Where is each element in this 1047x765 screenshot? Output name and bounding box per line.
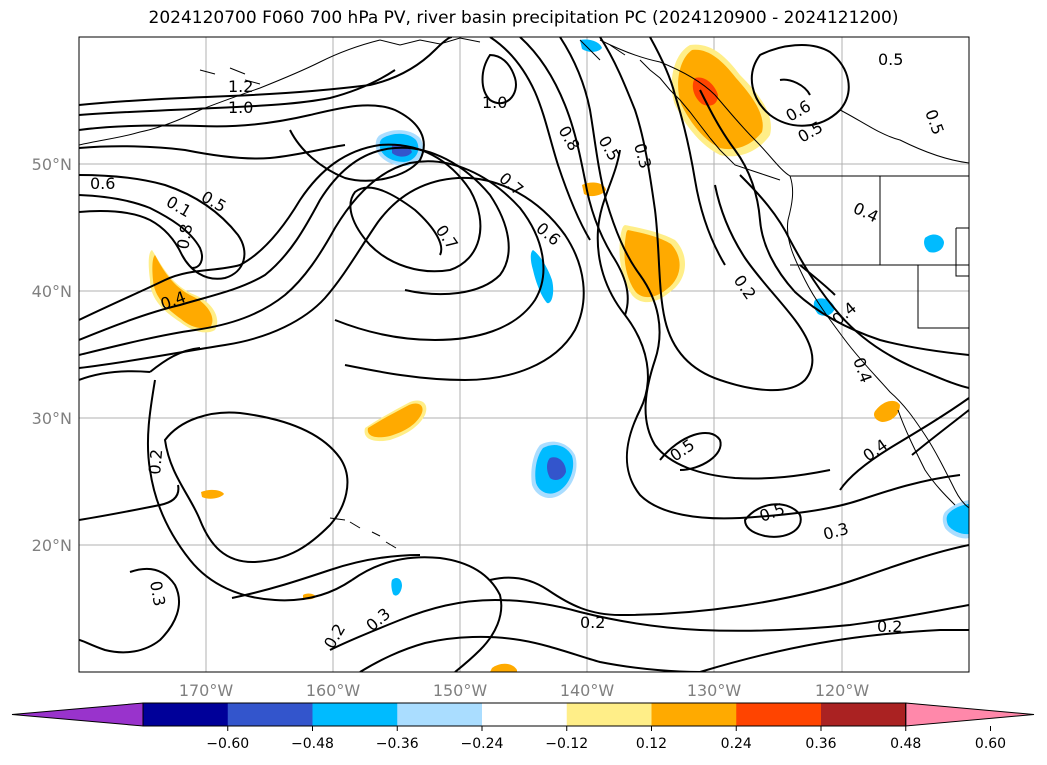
contour-label: 0.8 — [173, 222, 196, 250]
lat-label: 20°N — [32, 536, 72, 555]
contour-label: 0.5 — [878, 50, 903, 69]
contour-label: 0.3 — [146, 579, 169, 607]
precip-negative-areas — [375, 39, 969, 596]
colorbar-segment — [651, 703, 737, 726]
map-area — [79, 37, 969, 672]
lon-label: 150°W — [433, 681, 488, 700]
lon-label: 170°W — [179, 681, 234, 700]
colorbar-tick-label: −0.60 — [206, 736, 249, 752]
colorbar-extend-high — [905, 702, 1035, 727]
contour-label: 0.2 — [145, 448, 166, 475]
precip-positive-areas — [148, 44, 900, 672]
pv-contours — [79, 37, 969, 672]
lat-label: 50°N — [32, 155, 72, 174]
colorbar-tick-label: 0.24 — [721, 736, 752, 752]
contour-label: 0.2 — [877, 617, 902, 636]
lon-label: 130°W — [687, 681, 742, 700]
colorbar-tick-label: −0.48 — [291, 736, 334, 752]
colorbar-segment — [227, 703, 313, 726]
colorbar-tick-label: −0.12 — [545, 736, 588, 752]
lon-label: 160°W — [306, 681, 361, 700]
colorbar-tick-label: −0.24 — [461, 736, 504, 752]
colorbar-tick-label: −0.36 — [376, 736, 419, 752]
lat-label: 30°N — [32, 409, 72, 428]
colorbar-frame — [142, 702, 907, 727]
colorbar-segment — [482, 703, 568, 726]
colorbar-tick-label: 0.36 — [805, 736, 836, 752]
colorbar — [11, 702, 1035, 727]
colorbar-segment — [143, 703, 229, 726]
lon-label: 140°W — [560, 681, 615, 700]
colorbar-segment — [566, 703, 652, 726]
lon-labels: 170°W 160°W 150°W 140°W 130°W 120°W — [179, 681, 870, 700]
contour-label: 1.0 — [228, 98, 253, 117]
colorbar-segment — [736, 703, 822, 726]
colorbar-tick-label: 0.12 — [636, 736, 667, 752]
contour-label: 0.2 — [580, 613, 605, 632]
contour-label: 0.6 — [90, 174, 115, 193]
lat-labels: 50°N 40°N 30°N 20°N — [32, 155, 72, 555]
coastlines — [79, 37, 969, 549]
colorbar-segment — [821, 703, 907, 726]
colorbar-ticks: −0.60 −0.48 −0.36 −0.24 −0.12 0.12 0.24 0.36 0.4… — [206, 726, 1006, 752]
map-border — [78, 36, 970, 673]
colorbar-segment — [397, 703, 483, 726]
colorbar-extend-low — [11, 702, 144, 727]
lat-label: 40°N — [32, 282, 72, 301]
colorbar-segment — [312, 703, 398, 726]
gridlines — [79, 37, 969, 672]
contour-label: 1.0 — [482, 93, 507, 112]
colorbar-tick-label: 0.60 — [975, 736, 1006, 752]
map-title: 2024120700 F060 700 hPa PV, river basin … — [148, 8, 899, 28]
lon-label: 120°W — [815, 681, 870, 700]
contour-label: 1.2 — [228, 77, 253, 96]
colorbar-tick-label: 0.48 — [890, 736, 921, 752]
